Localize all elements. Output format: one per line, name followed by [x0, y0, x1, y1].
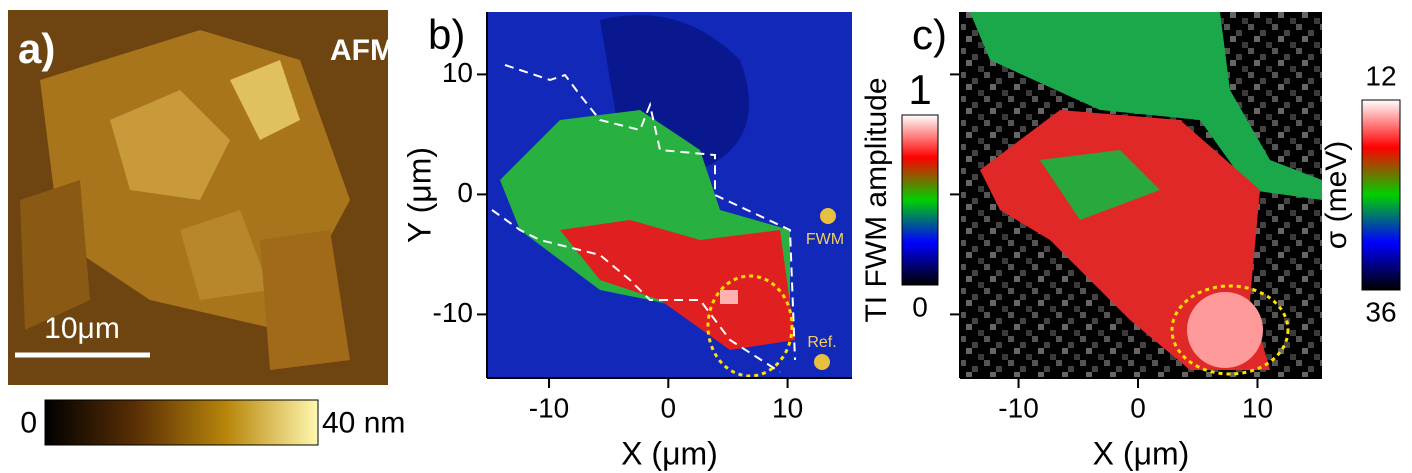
y-tick-label: -10 — [433, 297, 473, 328]
scale-bar-label: 10μm — [44, 312, 120, 345]
x-axis-label: X (μm) — [621, 435, 718, 471]
colorbar-tick-label: 1 — [908, 66, 931, 113]
y-axis-label: Y (μm) — [401, 147, 437, 243]
colorbar — [44, 399, 319, 446]
x-tick-label: 0 — [661, 392, 677, 423]
panel-label: b) — [428, 11, 465, 58]
colorbar-label: σ (meV) — [1320, 141, 1353, 250]
panel-label: a) — [18, 25, 55, 72]
fwm-map — [487, 12, 852, 378]
x-tick-label: -10 — [529, 392, 569, 423]
annotation: Ref. — [807, 334, 836, 351]
x-tick-label: 10 — [1242, 392, 1273, 423]
colorbar — [901, 114, 939, 286]
colorbar-tick-label: 36 — [1365, 296, 1396, 327]
colorbar-tick-label: 12 — [1365, 60, 1396, 91]
colorbar-tick-label: 0 — [20, 406, 37, 439]
x-tick-label: 0 — [1130, 392, 1146, 423]
colorbar — [1361, 99, 1401, 291]
x-tick-label: 10 — [772, 392, 803, 423]
colorbar-label: TI FWM amplitude — [860, 77, 893, 322]
sigma-map — [960, 12, 1322, 378]
annotation: FWM — [806, 231, 844, 248]
y-tick-label: 10 — [442, 57, 473, 88]
y-tick-label: 0 — [457, 177, 473, 208]
colorbar-tick-label: 40 nm — [322, 406, 405, 439]
colorbar-tick-label: 0 — [912, 291, 928, 322]
panel-title: AFM — [330, 34, 395, 67]
x-tick-label: -10 — [998, 392, 1038, 423]
x-axis-label: X (μm) — [1093, 435, 1190, 471]
panel-label: c) — [912, 11, 947, 58]
afm-image — [8, 10, 388, 385]
